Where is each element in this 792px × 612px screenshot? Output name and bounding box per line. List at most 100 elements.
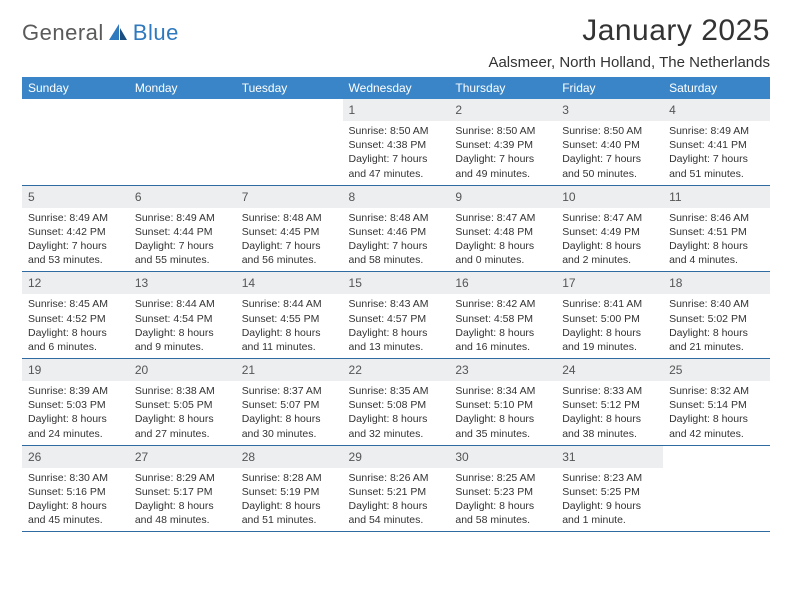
sunset-line: Sunset: 5:12 PM xyxy=(562,398,657,412)
calendar-page: General Blue January 2025 Aalsmeer, Nort… xyxy=(0,0,792,612)
daylight-line: Daylight: 8 hours and 6 minutes. xyxy=(28,326,123,354)
day-details: Sunrise: 8:23 AMSunset: 5:25 PMDaylight:… xyxy=(556,468,663,532)
day-number: 12 xyxy=(28,276,41,290)
sunrise-line: Sunrise: 8:29 AM xyxy=(135,471,230,485)
sunset-line: Sunset: 5:17 PM xyxy=(135,485,230,499)
sunrise-line: Sunrise: 8:49 AM xyxy=(669,124,764,138)
calendar-cell: 6Sunrise: 8:49 AMSunset: 4:44 PMDaylight… xyxy=(129,186,236,273)
sunset-line: Sunset: 4:49 PM xyxy=(562,225,657,239)
daylight-line: Daylight: 8 hours and 2 minutes. xyxy=(562,239,657,267)
day-number-row: 9 xyxy=(449,186,556,208)
calendar-cell: 22Sunrise: 8:35 AMSunset: 5:08 PMDayligh… xyxy=(343,359,450,446)
daylight-line: Daylight: 8 hours and 21 minutes. xyxy=(669,326,764,354)
daylight-line: Daylight: 8 hours and 16 minutes. xyxy=(455,326,550,354)
day-cell: 6Sunrise: 8:49 AMSunset: 4:44 PMDaylight… xyxy=(129,186,236,273)
sunrise-line: Sunrise: 8:39 AM xyxy=(28,384,123,398)
day-number: 30 xyxy=(455,450,468,464)
calendar-cell: 7Sunrise: 8:48 AMSunset: 4:45 PMDaylight… xyxy=(236,186,343,273)
day-details: Sunrise: 8:29 AMSunset: 5:17 PMDaylight:… xyxy=(129,468,236,532)
day-number-row: 24 xyxy=(556,359,663,381)
calendar-cell: 9Sunrise: 8:47 AMSunset: 4:48 PMDaylight… xyxy=(449,186,556,273)
sunrise-line: Sunrise: 8:25 AM xyxy=(455,471,550,485)
day-number-row: 30 xyxy=(449,446,556,468)
day-details: Sunrise: 8:25 AMSunset: 5:23 PMDaylight:… xyxy=(449,468,556,532)
calendar-cell: 4Sunrise: 8:49 AMSunset: 4:41 PMDaylight… xyxy=(663,99,770,186)
sunset-line: Sunset: 5:14 PM xyxy=(669,398,764,412)
calendar-cell: 5Sunrise: 8:49 AMSunset: 4:42 PMDaylight… xyxy=(22,186,129,273)
day-cell: 23Sunrise: 8:34 AMSunset: 5:10 PMDayligh… xyxy=(449,359,556,446)
day-number-row: 26 xyxy=(22,446,129,468)
day-number: 5 xyxy=(28,190,35,204)
calendar-cell xyxy=(22,99,129,186)
day-details: Sunrise: 8:44 AMSunset: 4:55 PMDaylight:… xyxy=(236,294,343,358)
day-number: 10 xyxy=(562,190,575,204)
day-cell: 9Sunrise: 8:47 AMSunset: 4:48 PMDaylight… xyxy=(449,186,556,273)
day-cell: 19Sunrise: 8:39 AMSunset: 5:03 PMDayligh… xyxy=(22,359,129,446)
daylight-line: Daylight: 8 hours and 27 minutes. xyxy=(135,412,230,440)
daylight-line: Daylight: 8 hours and 58 minutes. xyxy=(455,499,550,527)
day-cell: 7Sunrise: 8:48 AMSunset: 4:45 PMDaylight… xyxy=(236,186,343,273)
sunrise-line: Sunrise: 8:50 AM xyxy=(349,124,444,138)
calendar-row: 5Sunrise: 8:49 AMSunset: 4:42 PMDaylight… xyxy=(22,186,770,273)
day-details: Sunrise: 8:47 AMSunset: 4:49 PMDaylight:… xyxy=(556,208,663,272)
day-number: 13 xyxy=(135,276,148,290)
calendar-cell: 29Sunrise: 8:26 AMSunset: 5:21 PMDayligh… xyxy=(343,446,450,533)
day-details: Sunrise: 8:50 AMSunset: 4:40 PMDaylight:… xyxy=(556,121,663,185)
daylight-line: Daylight: 8 hours and 48 minutes. xyxy=(135,499,230,527)
calendar-cell: 19Sunrise: 8:39 AMSunset: 5:03 PMDayligh… xyxy=(22,359,129,446)
day-number: 20 xyxy=(135,363,148,377)
sunset-line: Sunset: 5:02 PM xyxy=(669,312,764,326)
sunrise-line: Sunrise: 8:48 AM xyxy=(242,211,337,225)
sunset-line: Sunset: 4:55 PM xyxy=(242,312,337,326)
calendar-cell: 11Sunrise: 8:46 AMSunset: 4:51 PMDayligh… xyxy=(663,186,770,273)
calendar-row: 19Sunrise: 8:39 AMSunset: 5:03 PMDayligh… xyxy=(22,359,770,446)
day-number-row: 19 xyxy=(22,359,129,381)
daylight-line: Daylight: 8 hours and 30 minutes. xyxy=(242,412,337,440)
day-number-row: 1 xyxy=(343,99,450,121)
day-cell: 14Sunrise: 8:44 AMSunset: 4:55 PMDayligh… xyxy=(236,272,343,359)
calendar-cell: 17Sunrise: 8:41 AMSunset: 5:00 PMDayligh… xyxy=(556,272,663,359)
calendar-body: 1Sunrise: 8:50 AMSunset: 4:38 PMDaylight… xyxy=(22,99,770,532)
day-number: 31 xyxy=(562,450,575,464)
daylight-line: Daylight: 7 hours and 51 minutes. xyxy=(669,152,764,180)
daylight-line: Daylight: 9 hours and 1 minute. xyxy=(562,499,657,527)
day-number: 19 xyxy=(28,363,41,377)
sunset-line: Sunset: 4:46 PM xyxy=(349,225,444,239)
day-cell: 17Sunrise: 8:41 AMSunset: 5:00 PMDayligh… xyxy=(556,272,663,359)
sunrise-line: Sunrise: 8:34 AM xyxy=(455,384,550,398)
sunset-line: Sunset: 4:39 PM xyxy=(455,138,550,152)
calendar-cell: 1Sunrise: 8:50 AMSunset: 4:38 PMDaylight… xyxy=(343,99,450,186)
sunset-line: Sunset: 5:16 PM xyxy=(28,485,123,499)
sunrise-line: Sunrise: 8:26 AM xyxy=(349,471,444,485)
blank-cell xyxy=(663,446,770,533)
day-number-row: 4 xyxy=(663,99,770,121)
sunset-line: Sunset: 4:45 PM xyxy=(242,225,337,239)
day-cell: 1Sunrise: 8:50 AMSunset: 4:38 PMDaylight… xyxy=(343,99,450,186)
sunset-line: Sunset: 5:00 PM xyxy=(562,312,657,326)
day-cell: 21Sunrise: 8:37 AMSunset: 5:07 PMDayligh… xyxy=(236,359,343,446)
calendar-cell: 27Sunrise: 8:29 AMSunset: 5:17 PMDayligh… xyxy=(129,446,236,533)
weekday-header: Thursday xyxy=(449,77,556,99)
day-number-row: 20 xyxy=(129,359,236,381)
calendar-cell: 30 Sunrise: 8:25 AMSunset: 5:23 PMDayligh… xyxy=(449,446,556,533)
title-block: January 2025 Aalsmeer, North Holland, Th… xyxy=(488,14,770,71)
day-number-row: 27 xyxy=(129,446,236,468)
day-details: Sunrise: 8:49 AMSunset: 4:41 PMDaylight:… xyxy=(663,121,770,185)
day-number-row: 29 xyxy=(343,446,450,468)
day-number-row: 7 xyxy=(236,186,343,208)
sunrise-line: Sunrise: 8:28 AM xyxy=(242,471,337,485)
sunrise-line: Sunrise: 8:49 AM xyxy=(135,211,230,225)
daylight-line: Daylight: 8 hours and 11 minutes. xyxy=(242,326,337,354)
calendar-cell: 18Sunrise: 8:40 AMSunset: 5:02 PMDayligh… xyxy=(663,272,770,359)
sunrise-line: Sunrise: 8:35 AM xyxy=(349,384,444,398)
weekday-header: Friday xyxy=(556,77,663,99)
logo-text-blue: Blue xyxy=(133,20,179,46)
location-text: Aalsmeer, North Holland, The Netherlands xyxy=(488,54,770,71)
day-number-row: 17 xyxy=(556,272,663,294)
day-cell: 4Sunrise: 8:49 AMSunset: 4:41 PMDaylight… xyxy=(663,99,770,186)
weekday-header: Monday xyxy=(129,77,236,99)
sunset-line: Sunset: 5:05 PM xyxy=(135,398,230,412)
day-number: 2 xyxy=(455,103,462,117)
sunrise-line: Sunrise: 8:23 AM xyxy=(562,471,657,485)
day-cell: 11Sunrise: 8:46 AMSunset: 4:51 PMDayligh… xyxy=(663,186,770,273)
